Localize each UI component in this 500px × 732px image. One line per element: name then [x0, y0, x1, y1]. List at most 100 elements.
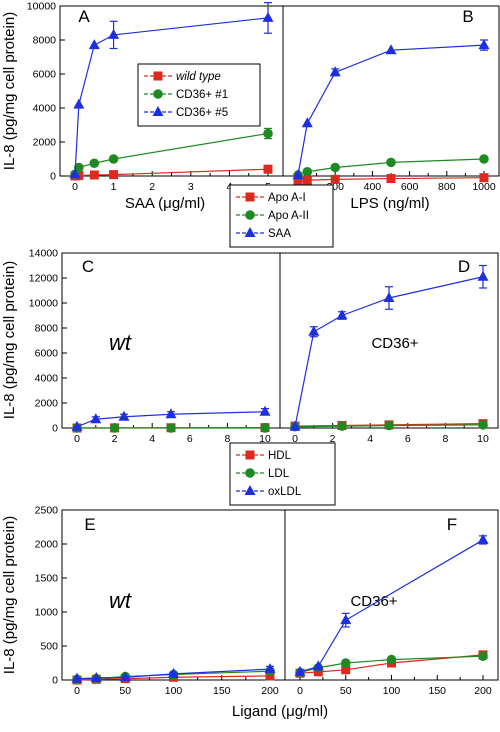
legend: Apo A-I Apo A-II SAA [229, 184, 334, 248]
data-point [479, 173, 489, 183]
panel-F: 0 50 100 150 200 F CD36+ [294, 515, 492, 697]
plot-frame [59, 5, 500, 177]
x-tick-label: 150 [428, 685, 446, 697]
data-point [477, 533, 489, 544]
y-tick-label: 8000 [33, 35, 57, 47]
plot-frame [61, 509, 499, 681]
data-point [293, 176, 303, 186]
y-tick-label: 12000 [29, 273, 58, 285]
y-tick-label: 6000 [33, 69, 57, 81]
x-tick-label: 0 [72, 181, 78, 193]
x-tick-label: 0 [74, 433, 80, 445]
series-cd36-5 [292, 39, 490, 180]
x-tick-label: 400 [364, 181, 382, 193]
data-point [263, 164, 273, 174]
x-tick-label: 200 [261, 685, 279, 697]
legend-marker [244, 227, 256, 237]
x-axis-title: Ligand (μg/ml) [232, 703, 328, 720]
data-point [336, 309, 348, 320]
data-point [340, 658, 351, 668]
x-tick-label: 10 [259, 433, 271, 445]
data-point [165, 408, 177, 419]
x-tick-label: 600 [401, 181, 419, 193]
data-point [118, 410, 130, 421]
y-tick-label: 2000 [33, 137, 57, 149]
legend-label: Apo A-I [268, 192, 306, 204]
data-point [262, 11, 274, 22]
x-tick-label: 10 [477, 433, 489, 445]
x-tick-label: 0 [297, 685, 303, 697]
x-tick-label: 4 [367, 433, 373, 445]
y-tick-label: 4000 [33, 103, 57, 115]
data-point [386, 157, 396, 168]
y-tick-label: 1000 [35, 607, 59, 619]
panel-B: 02004006008001000BLPS (ng/ml) [292, 7, 496, 212]
data-point [69, 168, 81, 179]
y-tick-label: 10000 [29, 298, 58, 310]
series-wild-type [70, 164, 273, 181]
series-line [294, 423, 484, 427]
series-line [74, 132, 269, 175]
panel-annotation: wt [109, 588, 132, 613]
data-point [119, 671, 131, 682]
series-cd36-5 [69, 1, 274, 179]
data-point [168, 667, 179, 678]
data-point [294, 665, 306, 676]
data-point [90, 413, 102, 424]
data-point [289, 420, 301, 431]
y-tick-label: 0 [52, 423, 58, 435]
data-point [73, 98, 85, 109]
legend-label: LDL [268, 468, 290, 480]
panel-C: 0 2 4 6 8 10 Cwt [71, 257, 271, 445]
series-oxldl [294, 533, 489, 676]
legend-label: CD36+ #1 [176, 89, 228, 101]
x-tick-label: 0 [292, 433, 298, 445]
legend-label: wild type [176, 71, 221, 83]
series-line [294, 424, 484, 428]
data-point [109, 170, 119, 180]
panel-letter: A [78, 7, 90, 26]
data-point [71, 672, 83, 683]
y-tick-label: 0 [52, 675, 58, 687]
y-tick-label: 4000 [35, 373, 59, 385]
data-point [302, 175, 312, 185]
data-point [330, 174, 340, 184]
x-tick-label: 50 [340, 685, 352, 697]
legend-label: HDL [268, 450, 292, 462]
data-point [74, 162, 84, 173]
data-point [340, 614, 352, 625]
y-tick-label: 1500 [35, 573, 59, 585]
data-point [108, 28, 120, 39]
panel-letter: B [462, 7, 473, 26]
data-point [109, 423, 120, 433]
data-point [479, 154, 489, 164]
data-point [71, 420, 83, 431]
data-point [260, 423, 270, 433]
series-wild-type [293, 173, 489, 186]
data-point [477, 270, 489, 281]
data-point [478, 651, 488, 661]
data-point [386, 654, 397, 665]
legend-marker [244, 485, 256, 495]
data-point [385, 44, 397, 55]
data-point [308, 325, 320, 336]
series-line [299, 539, 484, 673]
legend-marker [152, 106, 164, 116]
x-tick-label: 100 [165, 685, 183, 697]
panel-letter: D [458, 257, 470, 276]
data-point [386, 174, 396, 184]
legend-marker [153, 71, 163, 81]
legend-marker [245, 468, 255, 478]
legend-marker [153, 89, 163, 99]
x-tick-label: 0 [74, 685, 80, 697]
data-point [312, 660, 324, 671]
x-tick-label: 200 [474, 685, 492, 697]
legend-marker [245, 210, 255, 220]
data-point [301, 117, 313, 128]
x-tick-label: 6 [187, 433, 193, 445]
x-tick-label: 4 [226, 181, 232, 193]
x-tick-label: 50 [119, 685, 131, 697]
y-tick-label: 8000 [35, 323, 59, 335]
